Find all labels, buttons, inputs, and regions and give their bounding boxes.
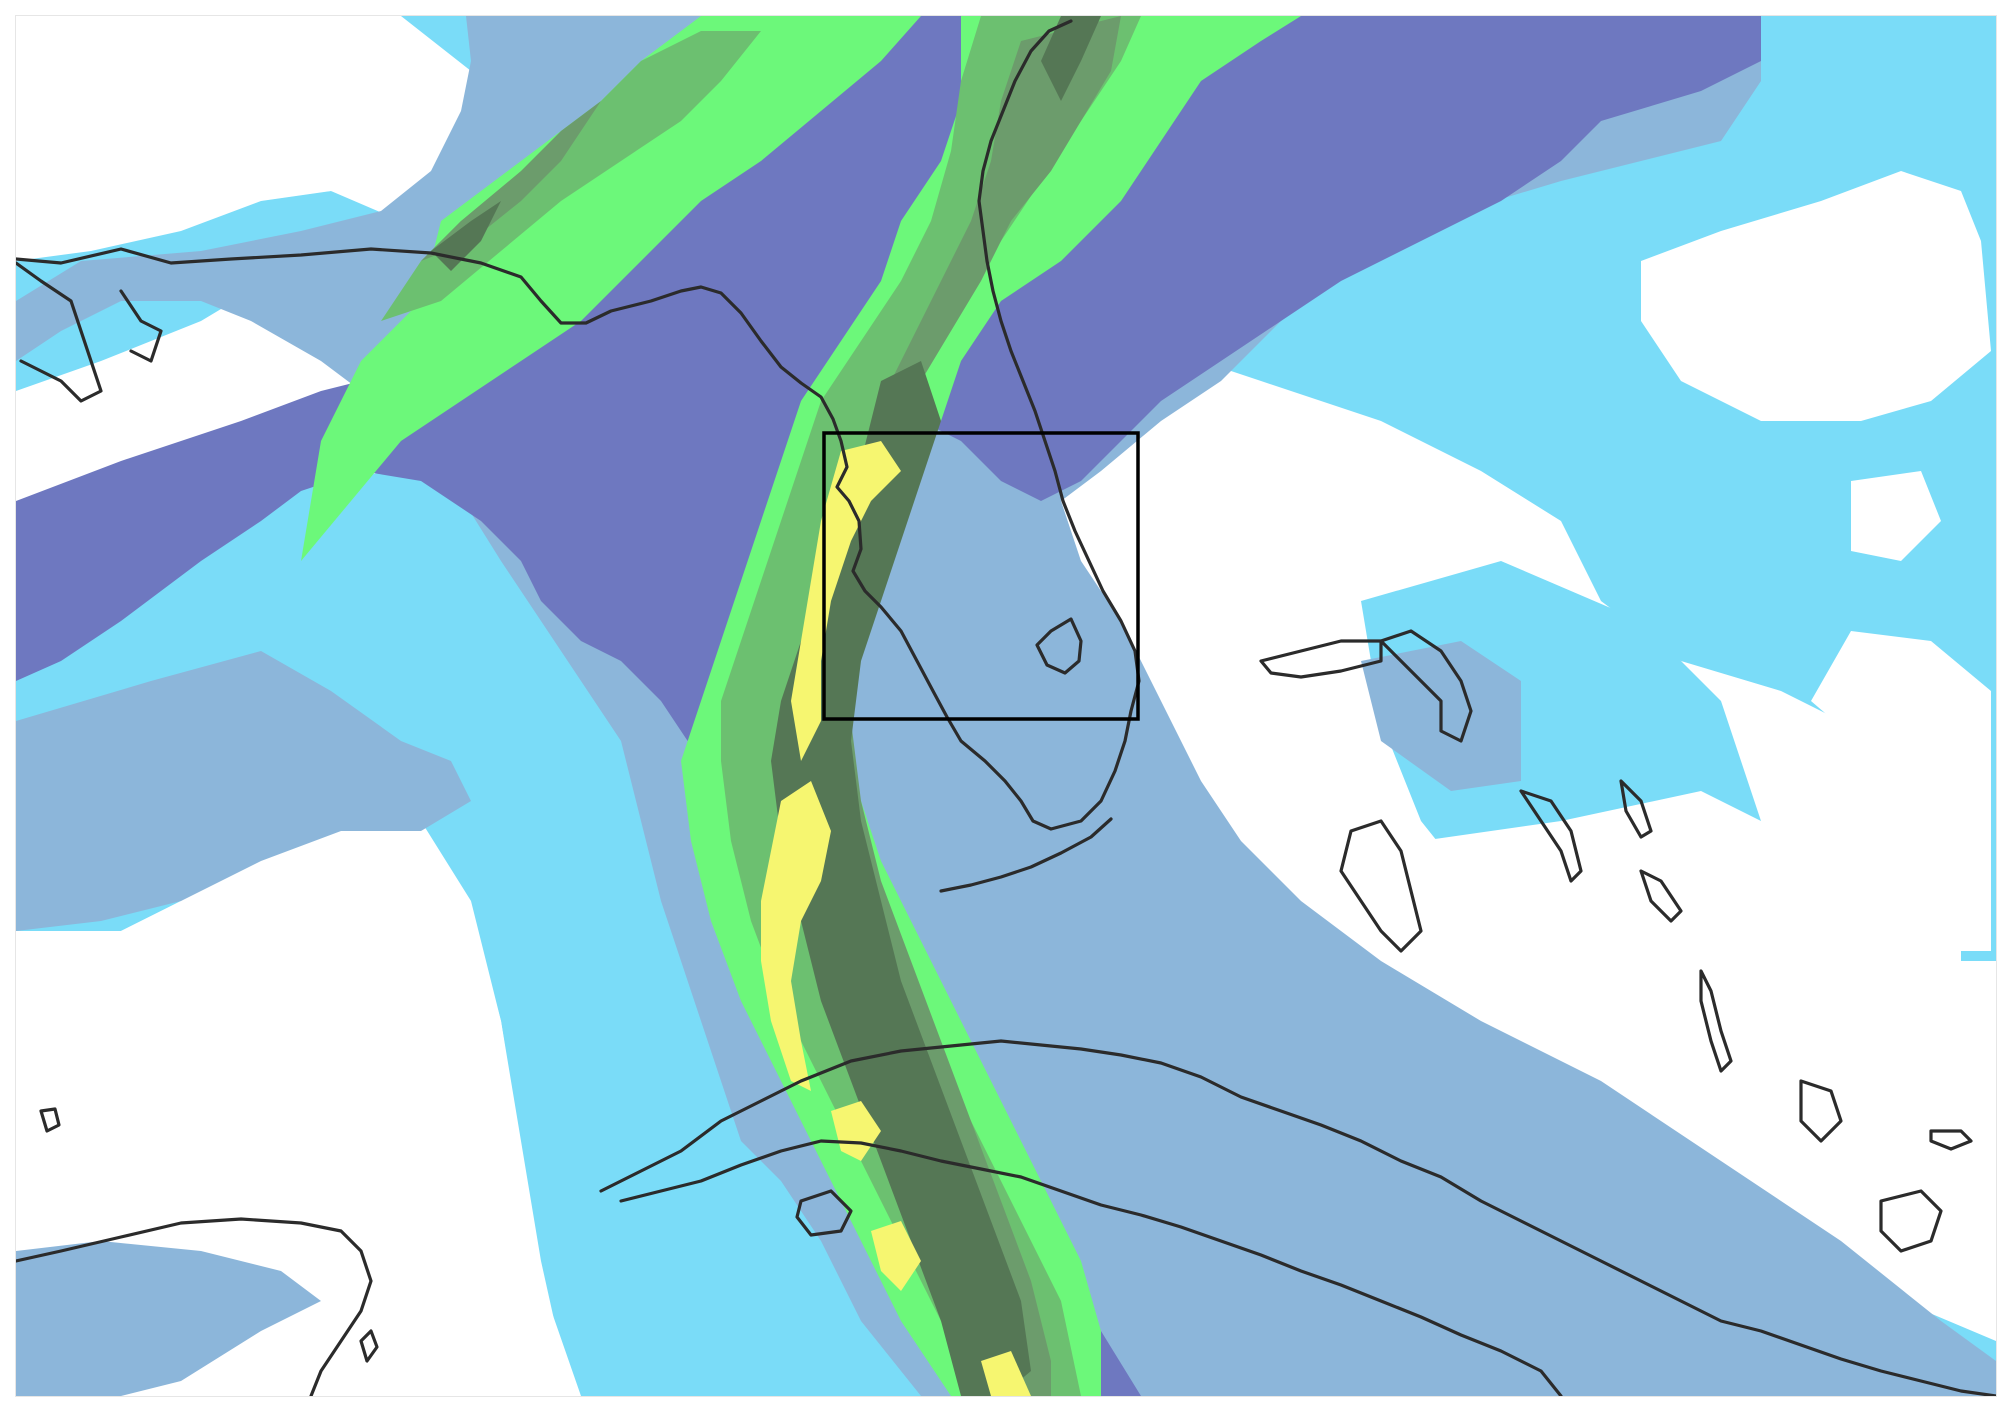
abaco-outline <box>1379 629 1473 743</box>
yucatan-coastline <box>16 1217 373 1396</box>
cuba-coastline <box>599 1039 1996 1396</box>
cat-island-outline <box>1619 779 1653 839</box>
isle-of-youth-outline <box>795 1189 853 1237</box>
exuma-outline <box>1639 869 1683 923</box>
florida-keys-coastline <box>939 817 1113 893</box>
precipitation-map <box>16 16 1996 1396</box>
precip-level-7 <box>431 16 1101 1396</box>
long-island-outline <box>1699 969 1733 1073</box>
inagua-outline <box>1879 1189 1943 1253</box>
coastlines <box>16 19 1996 1396</box>
lake-okeechobee-outline <box>1035 617 1083 675</box>
highlight-box <box>822 431 1140 721</box>
cuba-south-coastline <box>619 1139 1563 1396</box>
map-frame <box>15 15 1997 1397</box>
louisiana-coastline <box>16 261 103 403</box>
louisiana-delta-coastline <box>119 289 163 363</box>
andros-outline <box>1339 819 1423 953</box>
grand-bahama-outline <box>1259 639 1383 679</box>
small-island-outline <box>39 1107 61 1133</box>
precip-level-8 <box>761 441 1031 1396</box>
turks-caicos-outline <box>1929 1129 1973 1151</box>
cozumel-outline <box>359 1329 379 1363</box>
precip-level-5 <box>381 16 1141 1396</box>
acklins-outline <box>1799 1079 1843 1143</box>
gulf-coast-coastline <box>16 19 1141 831</box>
eleuthera-outline <box>1519 789 1583 883</box>
